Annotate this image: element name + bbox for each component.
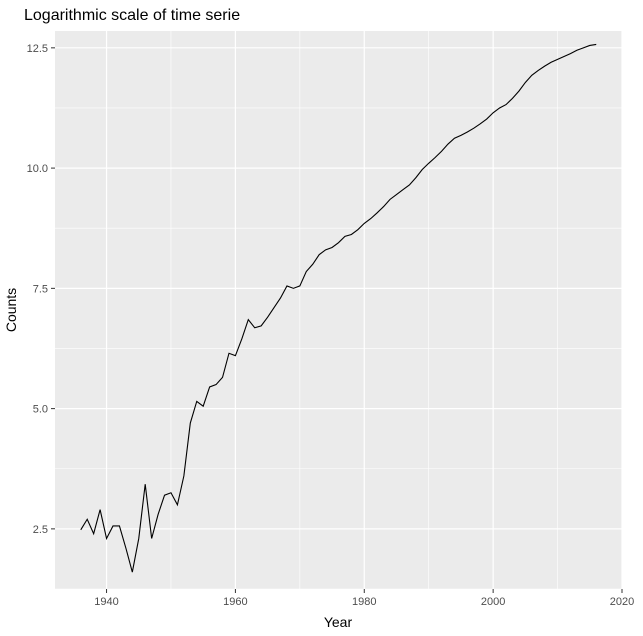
y-tick-label: 7.5 (33, 283, 48, 295)
grid-major (55, 31, 623, 589)
x-tick-label: 1940 (94, 596, 118, 608)
chart-title: Logarithmic scale of time serie (24, 7, 240, 24)
x-tick-label: 2020 (610, 596, 634, 608)
y-axis: 2.5 5.0 7.5 10.0 12.5 (27, 43, 55, 536)
series-line (80, 43, 597, 573)
y-tick-label: 12.5 (27, 43, 48, 55)
y-tick-label: 10.0 (27, 163, 48, 175)
x-axis: 1940 1960 1980 2000 2020 (94, 589, 634, 608)
y-tick-label: 5.0 (33, 404, 48, 416)
x-tick-label: 1960 (223, 596, 247, 608)
grid-minor (55, 31, 622, 590)
y-axis-label: Counts (3, 288, 19, 332)
x-tick-label: 1980 (352, 596, 376, 608)
x-axis-label: Year (324, 614, 353, 630)
x-tick-label: 2000 (481, 596, 505, 608)
y-tick-label: 2.5 (33, 524, 48, 536)
plot-panel (55, 31, 622, 589)
